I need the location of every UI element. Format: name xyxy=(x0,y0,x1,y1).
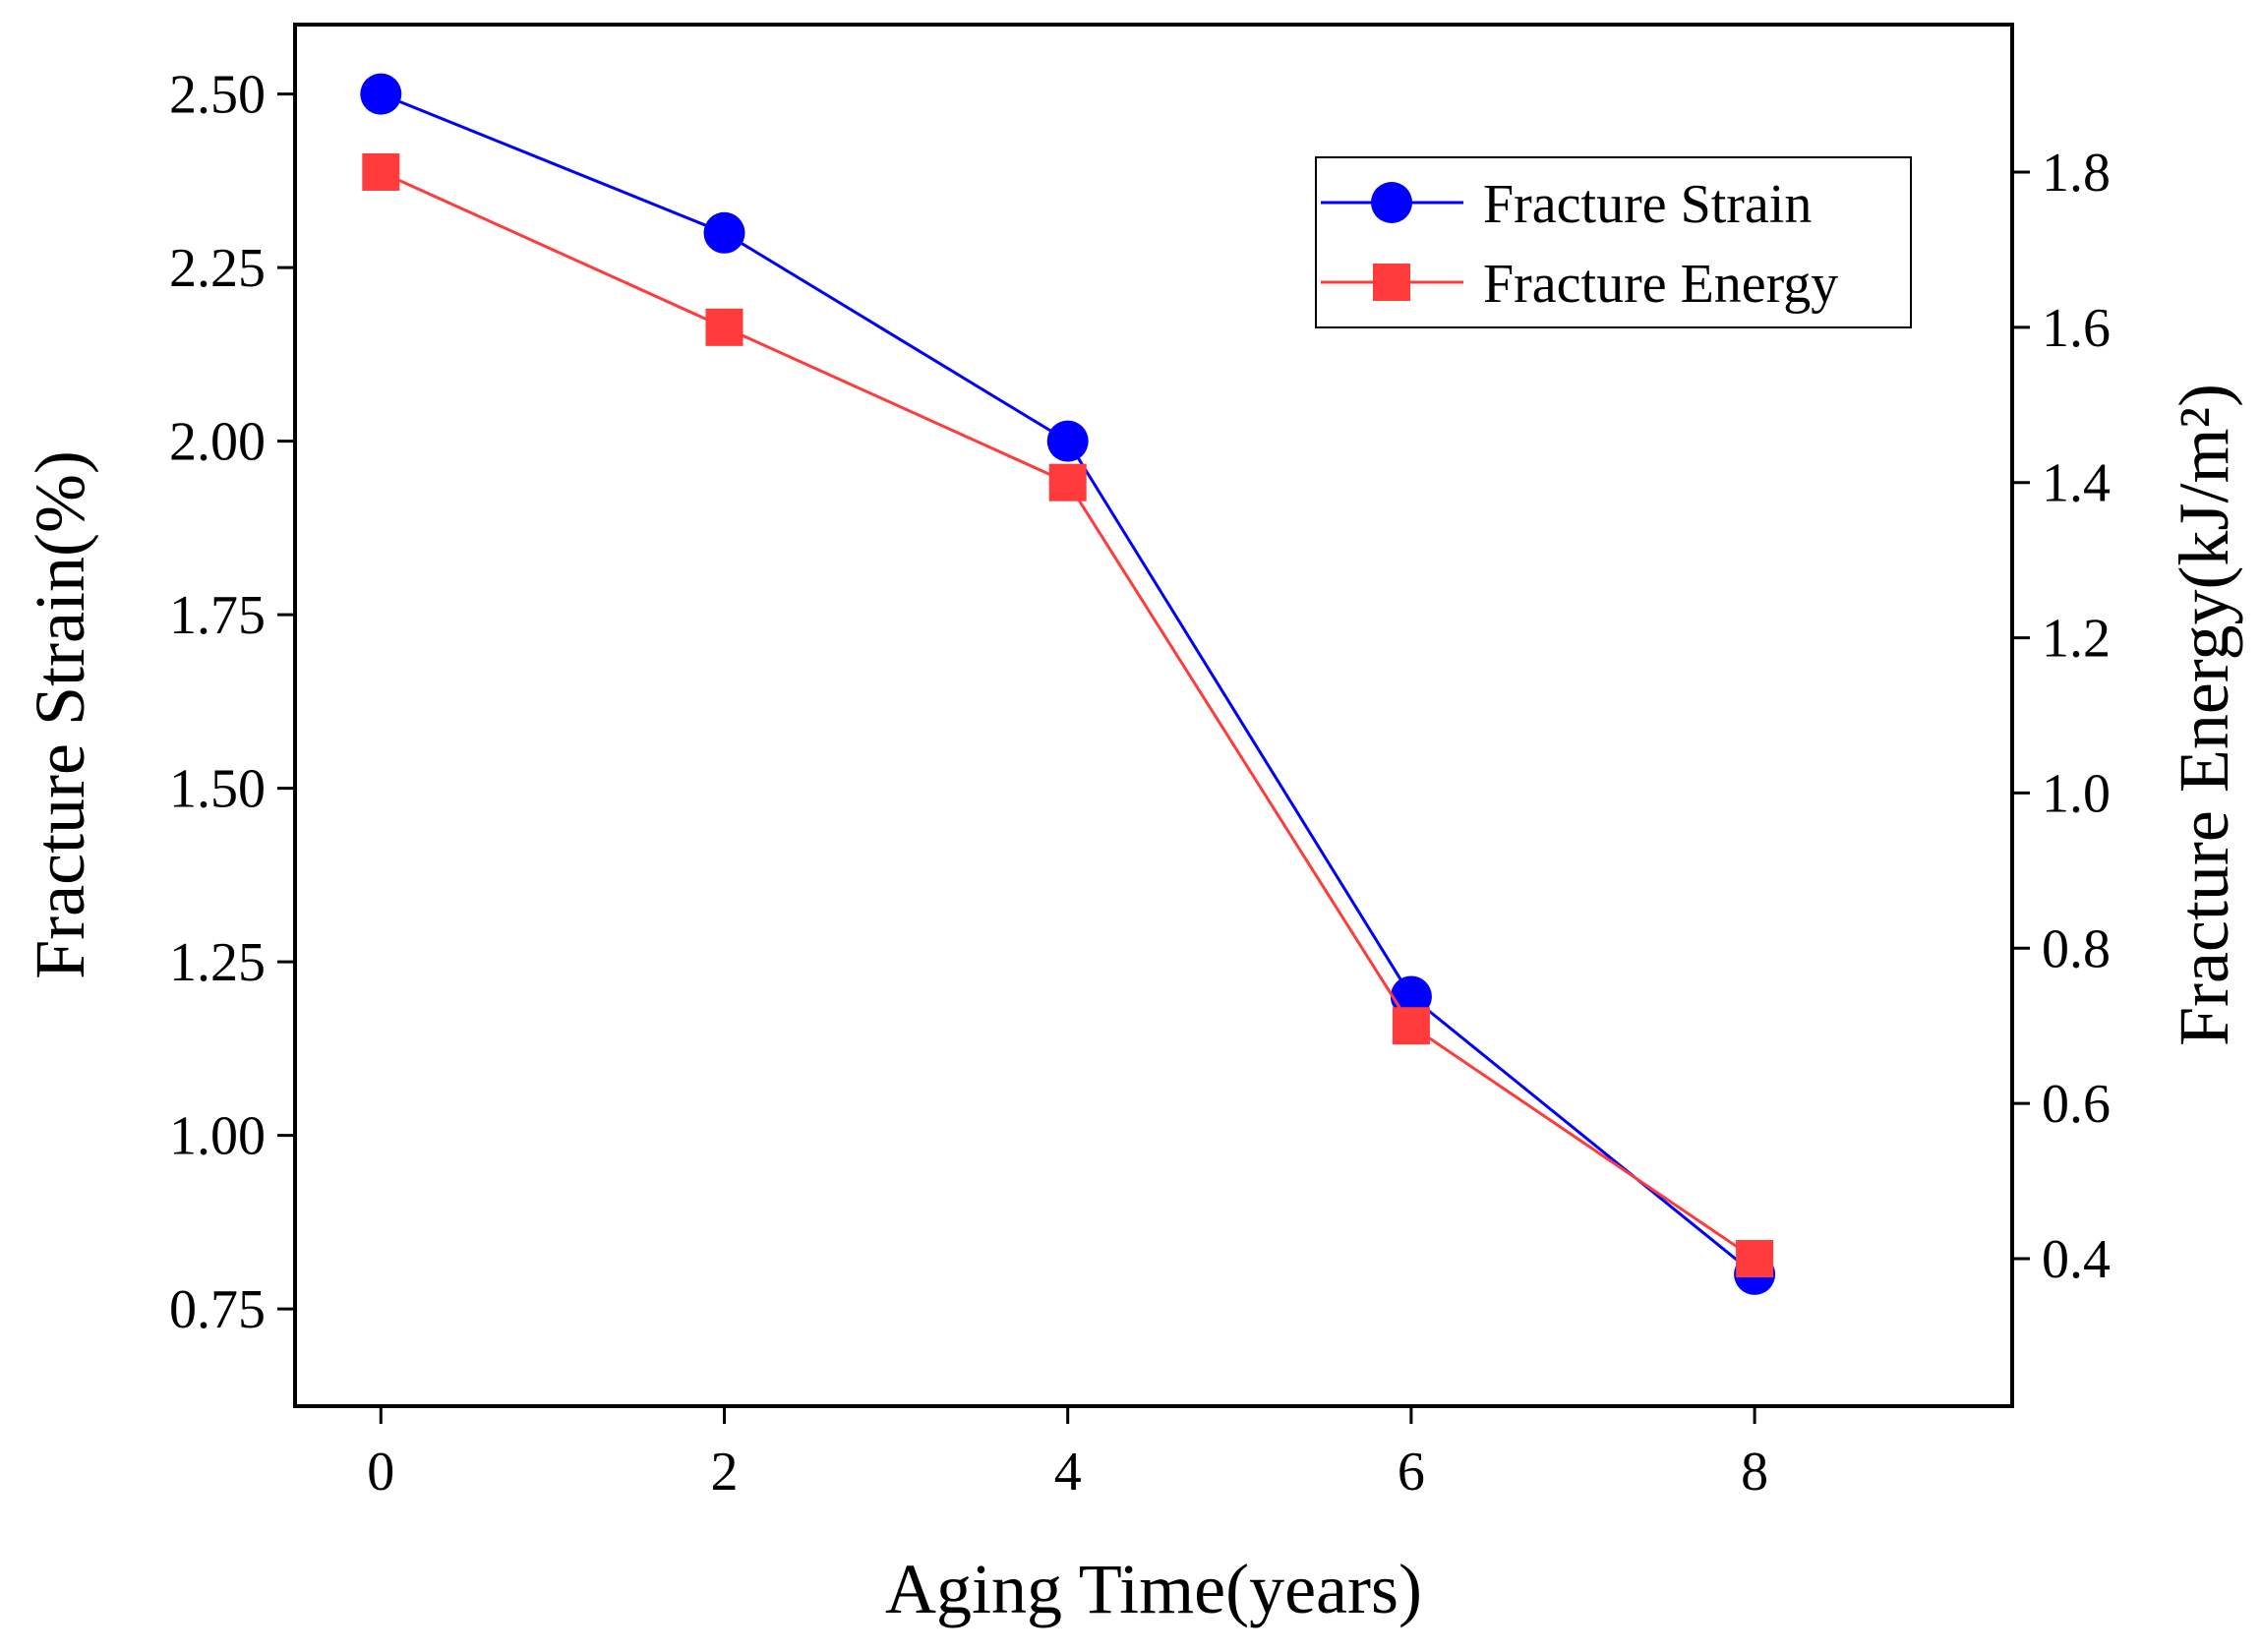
right-y-tick-label: 1.2 xyxy=(2042,609,2111,670)
right-y-tick-label: 1.8 xyxy=(2042,143,2111,204)
left-y-tick-label: 1.50 xyxy=(169,759,266,820)
left-y-axis-title: Fracture Strain(%) xyxy=(21,450,99,979)
legend-energy-marker xyxy=(1373,264,1410,301)
right-y-tick-label: 1.6 xyxy=(2042,298,2111,359)
fracture-energy-point xyxy=(1736,1240,1774,1278)
left-y-tick-label: 2.00 xyxy=(169,412,266,473)
fracture-strain-point xyxy=(703,211,745,254)
fracture-strain-point xyxy=(360,73,402,115)
left-y-tick-label: 0.75 xyxy=(169,1279,266,1340)
right-y-tick-label: 1.0 xyxy=(2042,763,2111,824)
legend-energy-label: Fracture Energy xyxy=(1483,254,1838,315)
legend: Fracture Strain Fracture Energy xyxy=(1315,156,1912,328)
right-y-tick-label: 0.8 xyxy=(2042,918,2111,979)
fracture-energy-point xyxy=(362,152,400,191)
plot-frame xyxy=(293,23,2014,1408)
right-y-axis-ticks: 0.4 0.6 0.8 1.0 1.2 1.4 1.6 1.8 xyxy=(2012,143,2111,1290)
right-y-tick-label: 1.4 xyxy=(2042,453,2111,514)
legend-box xyxy=(1315,156,1912,328)
x-tick-label: 6 xyxy=(1398,1442,1425,1503)
fracture-energy-point xyxy=(1048,463,1087,502)
fracture-strain-point xyxy=(1046,420,1089,462)
right-y-tick-label: 0.6 xyxy=(2042,1074,2111,1135)
left-y-axis-ticks: 0.75 1.00 1.25 1.50 1.75 2.00 2.25 2.50 xyxy=(169,65,295,1340)
left-y-tick-label: 1.25 xyxy=(169,932,266,993)
left-y-tick-label: 2.50 xyxy=(169,65,266,126)
x-tick-label: 4 xyxy=(1054,1442,1082,1503)
x-axis-ticks: 0 2 4 6 8 xyxy=(367,1406,1768,1503)
left-y-tick-label: 1.75 xyxy=(169,585,266,646)
x-axis-title: Aging Time(years) xyxy=(885,1550,1422,1628)
x-tick-label: 0 xyxy=(367,1442,394,1503)
left-y-tick-label: 2.25 xyxy=(169,238,266,299)
legend-strain-label: Fracture Strain xyxy=(1483,174,1812,235)
fracture-energy-point xyxy=(1392,1007,1430,1045)
left-y-tick-label: 1.00 xyxy=(169,1106,266,1167)
series-layer xyxy=(360,73,1776,1295)
x-tick-label: 8 xyxy=(1741,1442,1768,1503)
x-tick-label: 2 xyxy=(711,1442,739,1503)
right-y-axis-title: Fracture Energy(kJ/m²) xyxy=(2165,384,2243,1046)
legend-strain-marker xyxy=(1371,182,1412,223)
fracture-energy-point xyxy=(705,308,744,346)
right-y-tick-label: 0.4 xyxy=(2042,1229,2111,1290)
fracture-energy-line xyxy=(380,170,1755,1261)
